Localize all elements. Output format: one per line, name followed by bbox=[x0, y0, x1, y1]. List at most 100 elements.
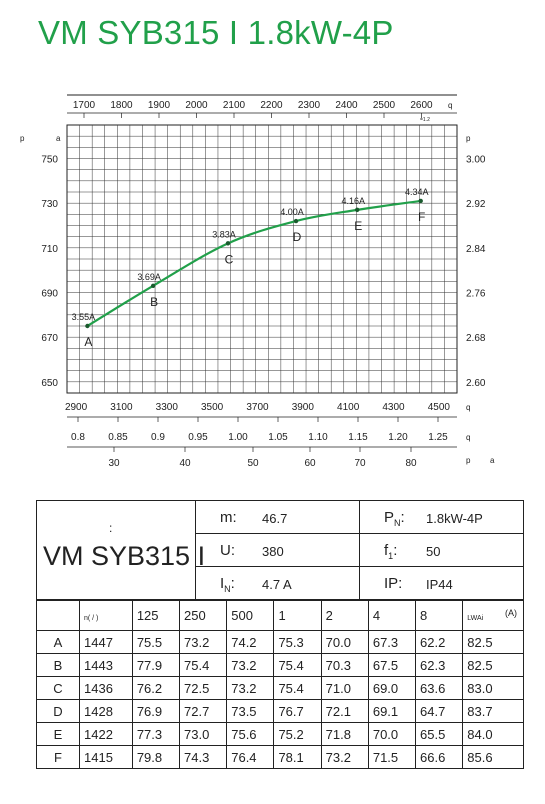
right-tick-label: 2.60 bbox=[466, 378, 486, 389]
table-cell: 64.7 bbox=[415, 699, 464, 723]
left-axis-unit: a bbox=[56, 134, 61, 143]
spec-ip: IP: IP44 bbox=[359, 566, 524, 600]
table-cell: 75.3 bbox=[273, 630, 322, 654]
header-n: n( / ) bbox=[79, 600, 133, 631]
table-cell: 67.3 bbox=[367, 630, 417, 654]
table-cell: 78.1 bbox=[273, 745, 322, 769]
top-tick-label: 1800 bbox=[110, 100, 133, 111]
table-cell: 72.5 bbox=[179, 676, 228, 700]
header-8k: 8 bbox=[415, 600, 464, 631]
noise-table: n( / ) 125 250 500 1 2 4 8 LWAi (A) A 1447… bbox=[36, 600, 524, 769]
bottom-tick-label-2: 1.05 bbox=[268, 432, 288, 443]
chart-series: 3.55A A 3.69A B 3.83A C 4.00A D 4.16A E 4.34A F bbox=[72, 187, 429, 349]
spec-p-key: PN: bbox=[384, 509, 405, 528]
bottom-tick-label-3: 80 bbox=[405, 458, 417, 469]
model-cell: : VM SYB315 I bbox=[36, 500, 205, 600]
chart-axes: 1700 1800 1900 2000 2100 2200 2300 2400 2500 2600… bbox=[20, 94, 495, 469]
top-tick-label: 2000 bbox=[185, 100, 208, 111]
row-label: F bbox=[36, 745, 80, 769]
top-tick-label: 2300 bbox=[298, 100, 321, 111]
table-cell: 75.4 bbox=[273, 653, 322, 677]
left-tick-label: 650 bbox=[41, 378, 58, 389]
spec-f-key: f1: bbox=[384, 542, 398, 561]
right-tick-label: 2.84 bbox=[466, 244, 486, 255]
spec-i-key: IN: bbox=[220, 575, 235, 594]
spec-table: : VM SYB315 I m: 46.7 PN: 1.8kW-4P U: 38… bbox=[36, 500, 524, 600]
data-point bbox=[418, 198, 423, 204]
data-point bbox=[225, 241, 231, 246]
performance-chart: 1700 1800 1900 2000 2100 2200 2300 2400 2500 2600… bbox=[20, 94, 495, 469]
spec-m: m: 46.7 bbox=[195, 500, 360, 534]
chart-grid bbox=[66, 124, 458, 394]
row-label: C bbox=[36, 676, 80, 700]
header-500: 500 bbox=[226, 600, 275, 631]
model-name: VM SYB315 I bbox=[43, 541, 206, 571]
table-cell: 83.0 bbox=[462, 676, 524, 700]
table-cell: 1447 bbox=[79, 630, 133, 654]
table-cell: 75.2 bbox=[273, 722, 322, 746]
row-label: E bbox=[36, 722, 80, 746]
bottom-tick-label-2: 0.95 bbox=[188, 432, 208, 443]
table-cell: 84.0 bbox=[462, 722, 524, 746]
table-cell: 1436 bbox=[79, 676, 133, 700]
table-cell: 76.7 bbox=[273, 699, 322, 723]
table-cell: 72.1 bbox=[320, 699, 369, 723]
bottom-tick-label: 3300 bbox=[156, 402, 179, 413]
bottom-tick-label: 2900 bbox=[65, 402, 88, 413]
top-tick-label: 2500 bbox=[373, 100, 396, 111]
point-letter-label: C bbox=[225, 252, 234, 266]
table-row: D 1428 76.9 72.7 73.5 76.7 72.1 69.1 64.7 83.7 bbox=[36, 699, 524, 723]
spec-p-value: 1.8kW-4P bbox=[426, 511, 483, 526]
table-cell: 67.5 bbox=[367, 653, 417, 677]
left-axis-label: p bbox=[20, 134, 25, 143]
table-cell: 75.6 bbox=[226, 722, 275, 746]
table-cell: 69.0 bbox=[367, 676, 417, 700]
point-current-label: 3.55A bbox=[72, 312, 96, 322]
table-cell: 83.7 bbox=[462, 699, 524, 723]
table-cell: 82.5 bbox=[462, 630, 524, 654]
point-letter-label: A bbox=[84, 335, 92, 349]
table-cell: 85.6 bbox=[462, 745, 524, 769]
point-current-label: 3.69A bbox=[137, 272, 161, 282]
bottom-tick-label-2: 1.00 bbox=[228, 432, 248, 443]
table-cell: 62.2 bbox=[415, 630, 464, 654]
point-current-label: 4.16A bbox=[341, 196, 365, 206]
table-cell: 82.5 bbox=[462, 653, 524, 677]
top-axis-label: q bbox=[448, 101, 452, 110]
page-title: VM SYB315 I 1.8kW-4P bbox=[38, 14, 394, 51]
spec-i: IN: 4.7 A bbox=[195, 566, 360, 600]
table-row: A 1447 75.5 73.2 74.2 75.3 70.0 67.3 62.2 82.5 bbox=[36, 630, 524, 654]
table-cell: 70.3 bbox=[320, 653, 369, 677]
row-label: B bbox=[36, 653, 80, 677]
data-point bbox=[150, 283, 156, 288]
table-cell: 62.3 bbox=[415, 653, 464, 677]
table-cell: 72.7 bbox=[179, 699, 228, 723]
right-tick-label: 2.76 bbox=[466, 289, 486, 300]
spec-p: PN: 1.8kW-4P bbox=[359, 500, 524, 534]
top-axis-note: =1.2 bbox=[420, 117, 430, 123]
bottom-tick-label-3: 70 bbox=[354, 458, 366, 469]
spec-m-value: 46.7 bbox=[262, 511, 288, 526]
header-125: 125 bbox=[131, 600, 181, 631]
bottom-tick-label-3: 60 bbox=[304, 458, 316, 469]
spec-ip-value: IP44 bbox=[426, 577, 453, 592]
data-point bbox=[85, 323, 90, 329]
bottom-tick-label-3: 30 bbox=[108, 458, 120, 469]
table-cell: 74.3 bbox=[179, 745, 228, 769]
header-250: 250 bbox=[179, 600, 228, 631]
table-cell: 65.5 bbox=[415, 722, 464, 746]
bottom-axis-unit-3: a bbox=[490, 456, 495, 465]
table-cell: 71.5 bbox=[367, 745, 417, 769]
bottom-tick-label: 3700 bbox=[246, 402, 269, 413]
table-cell: 73.2 bbox=[226, 676, 275, 700]
data-point bbox=[355, 207, 360, 213]
bottom-axis-label: q bbox=[466, 403, 470, 412]
table-cell: 69.1 bbox=[367, 699, 417, 723]
table-cell: 73.5 bbox=[226, 699, 275, 723]
table-cell: 73.0 bbox=[179, 722, 228, 746]
row-label: D bbox=[36, 699, 80, 723]
table-cell: 73.2 bbox=[226, 653, 275, 677]
performance-curve bbox=[86, 199, 421, 327]
point-letter-label: B bbox=[150, 295, 158, 309]
table-cell: 77.9 bbox=[131, 653, 181, 677]
